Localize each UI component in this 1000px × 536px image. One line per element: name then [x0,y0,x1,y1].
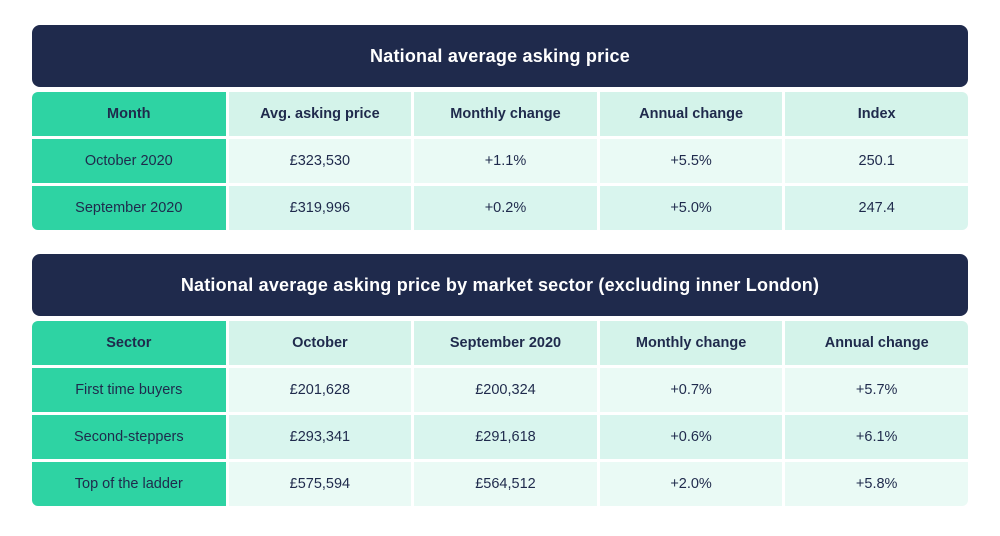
row-label: September 2020 [32,186,226,230]
table-cell: £564,512 [414,462,597,506]
table-title: National average asking price [370,45,630,66]
table-title-bar: National average asking price by market … [32,254,968,316]
table-cell: £319,996 [228,186,412,230]
column-header-avg-asking-price: Avg. asking price [228,92,412,136]
column-header-annual-change: Annual change [599,92,783,136]
table-cell: +0.6% [599,415,783,459]
table-cell: 250.1 [785,139,968,183]
column-header-september-2020: September 2020 [414,321,597,365]
column-header-month: Month [32,92,226,136]
row-label: First time buyers [32,368,226,412]
table-cell: +6.1% [785,415,968,459]
table-cell: +5.7% [785,368,968,412]
market-sector-table: National average asking price by market … [32,254,968,506]
column-header-monthly-change: Monthly change [414,92,597,136]
table-cell: £323,530 [228,139,412,183]
table-cell: +5.0% [599,186,783,230]
table-title: National average asking price by market … [180,274,820,295]
table-cell: £201,628 [228,368,412,412]
table-cell: £200,324 [414,368,597,412]
table-cell: +1.1% [414,139,597,183]
table-cell: +0.7% [599,368,783,412]
table-title-bar: National average asking price [32,25,968,87]
table-cell: £291,618 [414,415,597,459]
table-cell: +0.2% [414,186,597,230]
column-header-monthly-change: Monthly change [599,321,783,365]
table-grid: Sector October September 2020 Monthly ch… [32,321,968,506]
table-cell: £575,594 [228,462,412,506]
table-grid: Month Avg. asking price Monthly change A… [32,92,968,230]
column-header-october: October [228,321,412,365]
column-header-index: Index [785,92,968,136]
table-cell: £293,341 [228,415,412,459]
column-header-sector: Sector [32,321,226,365]
table-cell: +5.8% [785,462,968,506]
national-average-table: National average asking price Month Avg.… [32,25,968,230]
table-cell: +5.5% [599,139,783,183]
column-header-annual-change: Annual change [785,321,968,365]
table-cell: +2.0% [599,462,783,506]
row-label: Second-steppers [32,415,226,459]
row-label: Top of the ladder [32,462,226,506]
row-label: October 2020 [32,139,226,183]
table-cell: 247.4 [785,186,968,230]
